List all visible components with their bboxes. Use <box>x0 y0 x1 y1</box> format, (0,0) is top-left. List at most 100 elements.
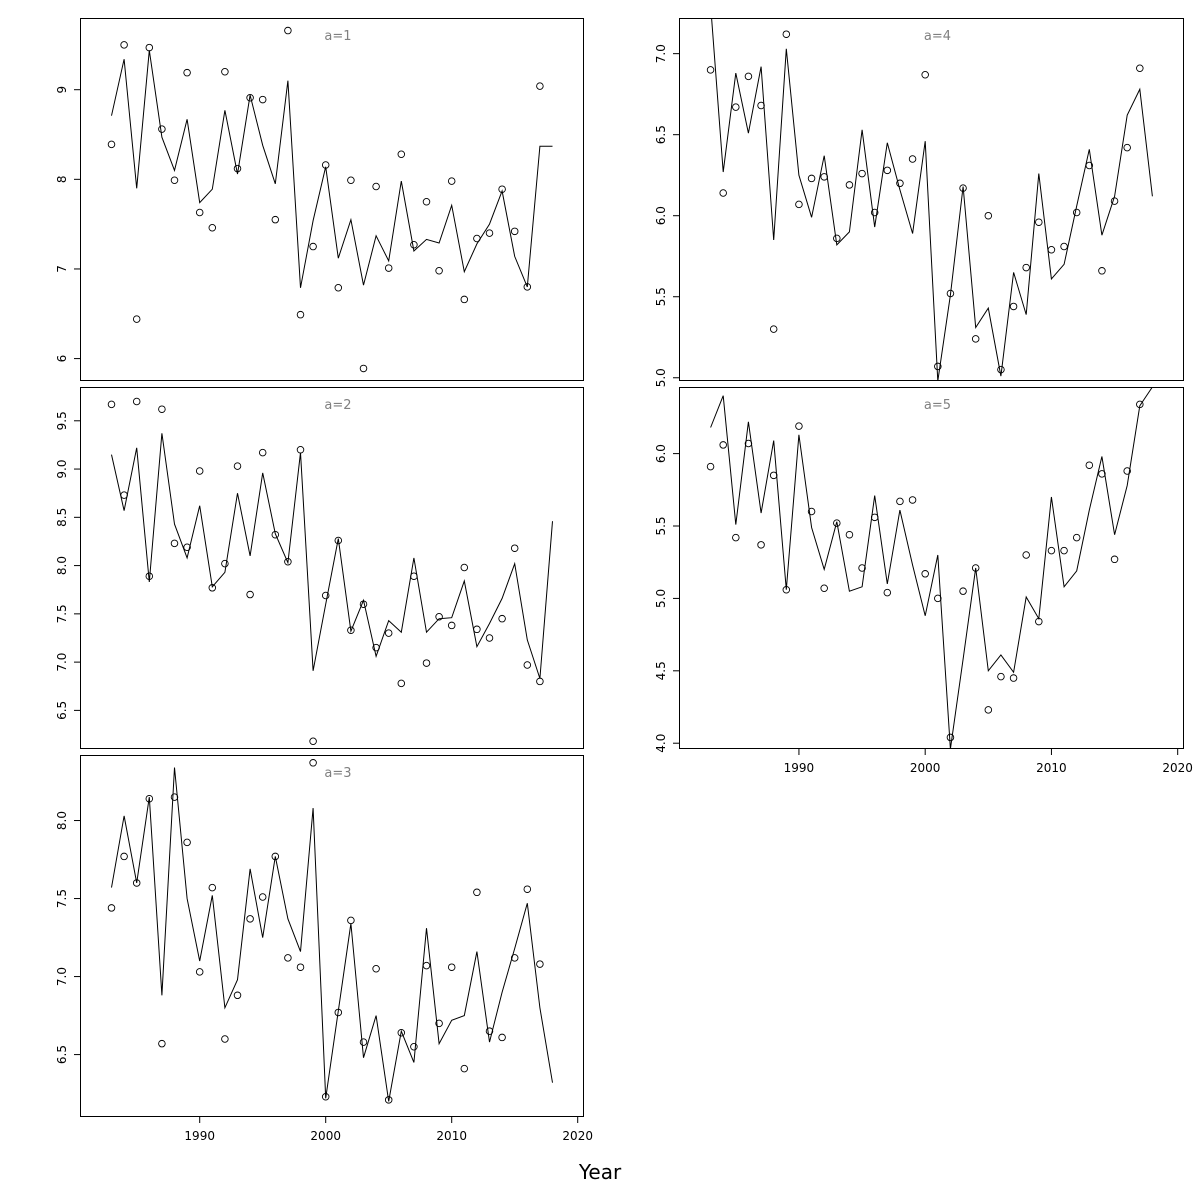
data-point <box>510 544 519 552</box>
data-point <box>845 181 854 189</box>
y-tick-label: 4.0 <box>654 734 668 753</box>
data-point <box>334 536 343 545</box>
data-point <box>120 852 128 861</box>
data-point <box>271 215 280 224</box>
data-point <box>1098 470 1106 478</box>
data-point <box>435 1019 443 1028</box>
data-point <box>309 242 317 251</box>
data-point <box>706 66 715 74</box>
data-point <box>296 963 305 971</box>
data-point <box>410 241 418 249</box>
data-point <box>309 737 317 746</box>
data-point <box>883 588 892 597</box>
data-point <box>883 166 892 175</box>
x-axis-title: Year <box>578 1160 622 1184</box>
y-tick-label: 6 <box>55 355 69 363</box>
data-point <box>410 1043 418 1051</box>
y-tick-label: 8.0 <box>55 556 69 575</box>
data-point <box>744 72 753 81</box>
data-point <box>485 1027 494 1035</box>
y-tick-label: 7.5 <box>55 889 69 908</box>
data-point <box>158 1039 166 1048</box>
data-point <box>1072 533 1081 542</box>
data-point <box>422 197 431 206</box>
data-point <box>284 954 292 962</box>
data-point <box>959 587 967 595</box>
y-tick-label: 7.0 <box>55 653 69 672</box>
data-point <box>732 103 740 111</box>
panel-5: 4.0 4.5 5.0 5.5 6.0 1990 2000 2010 2020 a=5 <box>654 387 1193 775</box>
data-point <box>908 155 917 163</box>
data-point <box>858 564 866 572</box>
data-point <box>820 584 828 593</box>
data-point <box>447 963 456 971</box>
data-point <box>170 176 179 184</box>
data-point <box>246 915 254 923</box>
data-point <box>170 539 179 548</box>
y-tick-label: 8.5 <box>55 508 69 527</box>
y-tick-label: 8.0 <box>55 811 69 830</box>
data-point <box>1085 461 1094 469</box>
data-point <box>347 916 355 925</box>
fitted-line <box>711 18 1153 381</box>
data-point <box>536 677 544 686</box>
data-point <box>706 462 715 471</box>
data-point <box>447 177 456 185</box>
y-tick-label: 5.5 <box>654 516 668 535</box>
data-point <box>870 208 879 217</box>
data-point <box>1110 555 1119 564</box>
y-tick-label: 7.0 <box>654 44 668 63</box>
panel-frame <box>679 18 1184 381</box>
data-point <box>397 150 406 158</box>
panel-2: 6.5 7.0 7.5 8.0 8.5 9.0 9.5 a=2 <box>55 387 584 749</box>
data-point <box>984 211 993 220</box>
fitted-line <box>111 433 553 679</box>
data-point <box>158 125 166 133</box>
data-point <box>908 496 917 504</box>
data-point <box>719 441 727 449</box>
data-point <box>347 626 355 635</box>
y-tick-label: 6.0 <box>654 206 668 225</box>
y-tick-label: 7 <box>55 265 69 273</box>
data-point <box>246 590 254 599</box>
data-point <box>284 26 292 35</box>
y-tick-label: 9 <box>55 86 69 94</box>
data-point <box>971 335 980 343</box>
data-point <box>132 397 141 406</box>
panel-1: 6 7 8 9 a=1 <box>55 18 584 381</box>
data-point <box>769 325 778 333</box>
panel-label: a=2 <box>324 398 351 413</box>
data-point <box>510 227 519 236</box>
data-point <box>1123 467 1131 475</box>
data-point <box>384 1096 393 1104</box>
data-point <box>397 679 406 688</box>
data-point <box>107 400 116 409</box>
panel-label: a=1 <box>324 29 351 44</box>
data-point <box>807 507 816 516</box>
data-point <box>498 614 506 623</box>
y-tick-label: 6.0 <box>654 444 668 463</box>
data-point <box>422 659 431 667</box>
panel-frame <box>679 387 1184 749</box>
data-point <box>1035 218 1043 226</box>
data-point <box>795 422 803 430</box>
data-point <box>536 82 544 90</box>
panel-frame <box>80 755 584 1117</box>
data-point <box>435 267 443 275</box>
data-point <box>158 405 166 413</box>
panel-frame <box>80 18 584 381</box>
data-point <box>435 612 443 621</box>
x-tick-label: 2010 <box>1036 761 1067 775</box>
data-point <box>523 885 532 893</box>
x-tick-label: 2000 <box>310 1129 341 1143</box>
y-tick-label: 4.5 <box>654 661 668 680</box>
data-point <box>984 706 993 714</box>
data-point <box>523 661 532 669</box>
data-point <box>719 189 727 197</box>
y-tick-label: 5.5 <box>654 287 668 306</box>
data-point <box>132 315 141 323</box>
data-point <box>732 533 740 542</box>
data-point <box>833 519 841 527</box>
data-point <box>536 960 544 968</box>
